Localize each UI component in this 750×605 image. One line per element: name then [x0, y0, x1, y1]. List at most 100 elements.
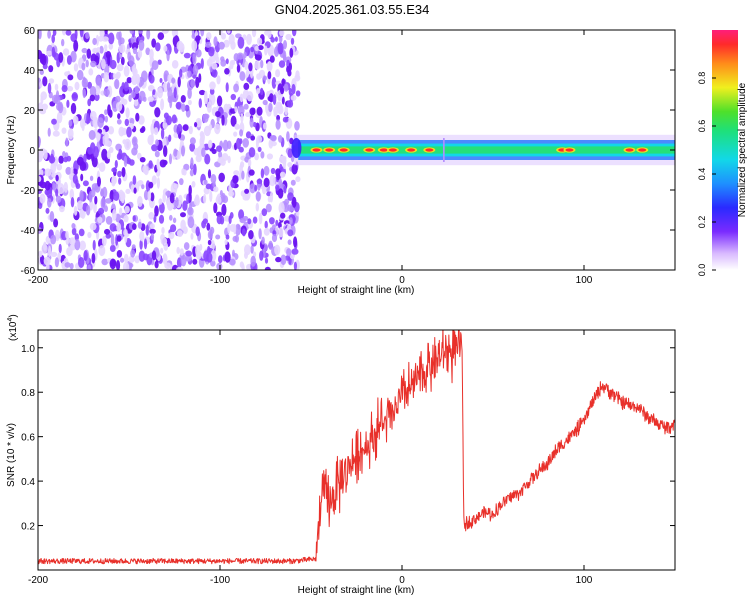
- noise-blob: [56, 163, 63, 171]
- noise-blob: [286, 248, 292, 257]
- noise-blob: [216, 95, 223, 107]
- noise-blob: [141, 126, 146, 133]
- noise-blob: [161, 227, 165, 234]
- colorbar-gradient: [712, 30, 738, 270]
- noise-blob: [101, 235, 107, 247]
- noise-blob: [218, 172, 225, 183]
- noise-blob: [175, 197, 179, 207]
- noise-blob: [256, 106, 263, 116]
- noise-blob: [124, 232, 128, 244]
- noise-blob: [209, 226, 215, 235]
- noise-blob: [102, 129, 106, 135]
- noise-blob: [248, 147, 256, 158]
- noise-blob: [88, 191, 93, 203]
- noise-blob: [137, 152, 142, 160]
- noise-blob: [252, 30, 257, 38]
- noise-blob: [188, 202, 192, 214]
- spectrogram-y-tick-label: 60: [24, 26, 36, 37]
- noise-blob: [93, 201, 97, 214]
- noise-blob: [209, 81, 216, 90]
- noise-blob: [180, 254, 187, 267]
- snr-y-tick-label: 0.2: [21, 522, 35, 533]
- noise-blob: [189, 142, 196, 152]
- noise-blob: [206, 32, 212, 41]
- noise-blob: [67, 74, 74, 81]
- noise-blob: [195, 226, 200, 237]
- snr-x-axis-label: Height of straight line (km): [298, 585, 415, 596]
- noise-blob: [74, 81, 80, 91]
- noise-blob: [150, 192, 155, 202]
- noise-blob: [254, 184, 258, 192]
- noise-blob: [192, 53, 197, 65]
- noise-blob: [80, 173, 84, 182]
- noise-blob: [193, 196, 200, 206]
- noise-blob: [55, 174, 59, 182]
- noise-blob: [248, 62, 253, 72]
- noise-blob: [116, 101, 123, 112]
- noise-blob: [153, 127, 159, 136]
- noise-blob: [137, 195, 143, 208]
- snr-series-line: [38, 330, 675, 565]
- noise-blob: [85, 31, 90, 40]
- spectrogram-y-tick-label: 0: [29, 146, 35, 157]
- noise-blob: [169, 192, 175, 204]
- noise-blob: [269, 135, 277, 141]
- noise-blob: [124, 205, 130, 214]
- noise-blob: [104, 205, 108, 212]
- noise-blob: [75, 183, 81, 189]
- noise-blob: [149, 223, 155, 229]
- noise-blob: [39, 181, 47, 189]
- noise-blob: [239, 71, 246, 82]
- snr-y-axis-label: SNR (10 * v/v): [6, 423, 17, 487]
- noise-blob: [278, 35, 283, 43]
- noise-blob: [256, 88, 261, 95]
- noise-blob: [171, 77, 176, 84]
- noise-blob: [180, 212, 186, 218]
- band-hotspot: [407, 148, 416, 152]
- noise-blob: [162, 137, 167, 149]
- snr-panel: -200 -100 0 100 0.2 0.4 0.6 0.8 1.0 Height of s…: [6, 314, 676, 596]
- noise-blob: [109, 244, 116, 252]
- noise-blob: [234, 234, 239, 243]
- noise-blob: [147, 96, 154, 102]
- noise-blob: [276, 114, 280, 122]
- noise-blob: [242, 138, 249, 148]
- noise-blob: [206, 58, 213, 67]
- noise-blob: [128, 94, 132, 102]
- noise-blob: [76, 69, 84, 81]
- noise-blob: [83, 153, 87, 163]
- heatmap-noise-region: [38, 30, 301, 270]
- band-hotspot: [388, 148, 397, 152]
- noise-blob: [268, 240, 273, 250]
- noise-blob: [61, 38, 65, 47]
- noise-blob: [161, 30, 169, 34]
- noise-blob: [287, 239, 292, 245]
- noise-blob: [198, 98, 202, 109]
- noise-blob: [233, 83, 240, 93]
- noise-blob: [221, 32, 226, 40]
- noise-blob: [124, 118, 129, 127]
- noise-blob: [295, 90, 301, 97]
- noise-blob: [121, 167, 126, 178]
- noise-blob: [225, 58, 229, 65]
- noise-blob: [290, 37, 295, 45]
- noise-blob: [190, 157, 194, 169]
- noise-blob: [135, 112, 140, 122]
- noise-blob: [123, 215, 129, 223]
- noise-blob: [105, 198, 112, 204]
- noise-blob: [270, 167, 276, 175]
- noise-blob: [280, 86, 285, 95]
- noise-blob: [137, 221, 142, 229]
- snr-y-tick-label: 1.0: [21, 344, 35, 355]
- noise-blob: [142, 96, 147, 102]
- noise-blob: [157, 32, 165, 40]
- noise-blob: [101, 36, 109, 42]
- noise-blob: [232, 175, 239, 184]
- noise-blob: [292, 30, 297, 37]
- noise-blob: [200, 30, 205, 37]
- noise-blob: [260, 87, 264, 96]
- noise-blob: [147, 190, 152, 202]
- noise-blob: [114, 78, 120, 90]
